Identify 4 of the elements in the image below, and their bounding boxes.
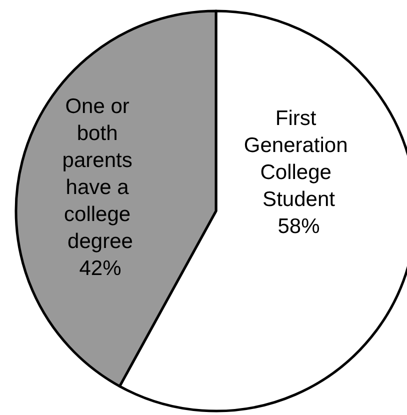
data-label: 58% xyxy=(278,215,320,238)
data-label: 42% xyxy=(79,256,122,280)
slice-label: One or both parents have a college degree xyxy=(62,94,138,253)
slice-label: First Generation College Student xyxy=(244,107,354,212)
